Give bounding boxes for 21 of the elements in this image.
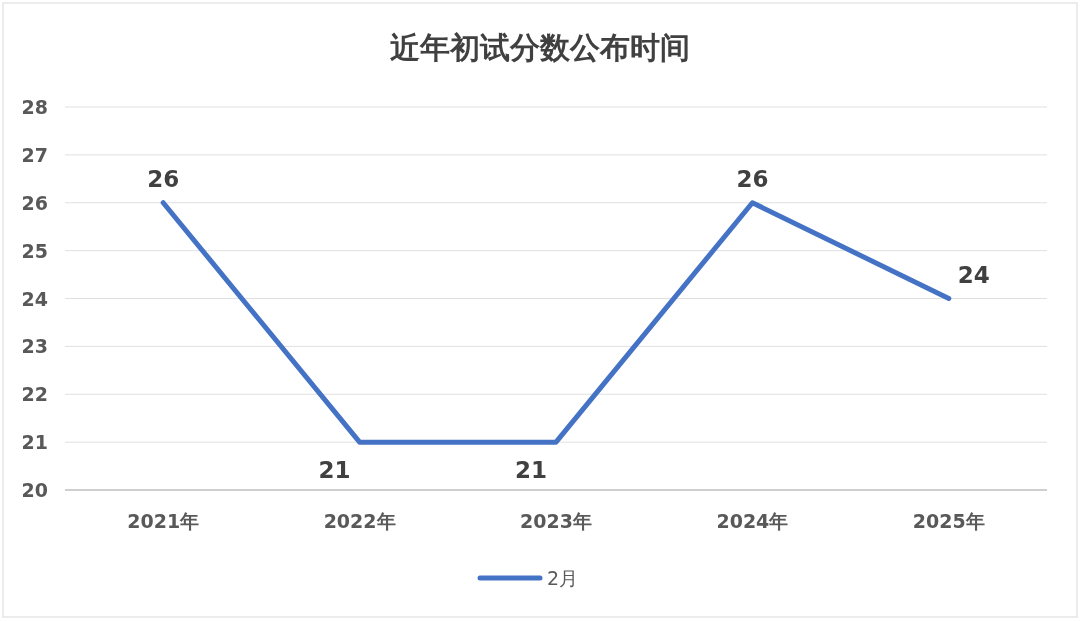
data-label: 26 [147, 165, 180, 192]
x-tick-label: 2021年 [127, 510, 200, 532]
y-tick-label: 24 [21, 287, 48, 310]
y-tick-label: 25 [21, 239, 48, 262]
legend-label: 2月 [547, 567, 579, 589]
x-tick-label: 2025年 [912, 510, 985, 532]
y-tick-label: 27 [21, 143, 48, 166]
y-tick-label: 23 [21, 335, 48, 358]
data-label: 21 [514, 457, 548, 484]
y-tick-label: 20 [21, 479, 48, 501]
data-label: 26 [736, 165, 769, 192]
x-tick-label: 2022年 [323, 510, 396, 532]
x-tick-label: 2023年 [520, 510, 592, 532]
data-label: 21 [318, 457, 351, 484]
y-tick-label: 21 [21, 431, 48, 454]
data-label: 24 [957, 261, 990, 288]
y-tick-label: 22 [21, 383, 48, 406]
x-tick-label: 2024年 [716, 510, 789, 532]
y-tick-label: 26 [21, 191, 48, 214]
y-tick-label: 28 [21, 96, 48, 118]
chart-title: 近年初试分数公布时间 [390, 30, 690, 65]
